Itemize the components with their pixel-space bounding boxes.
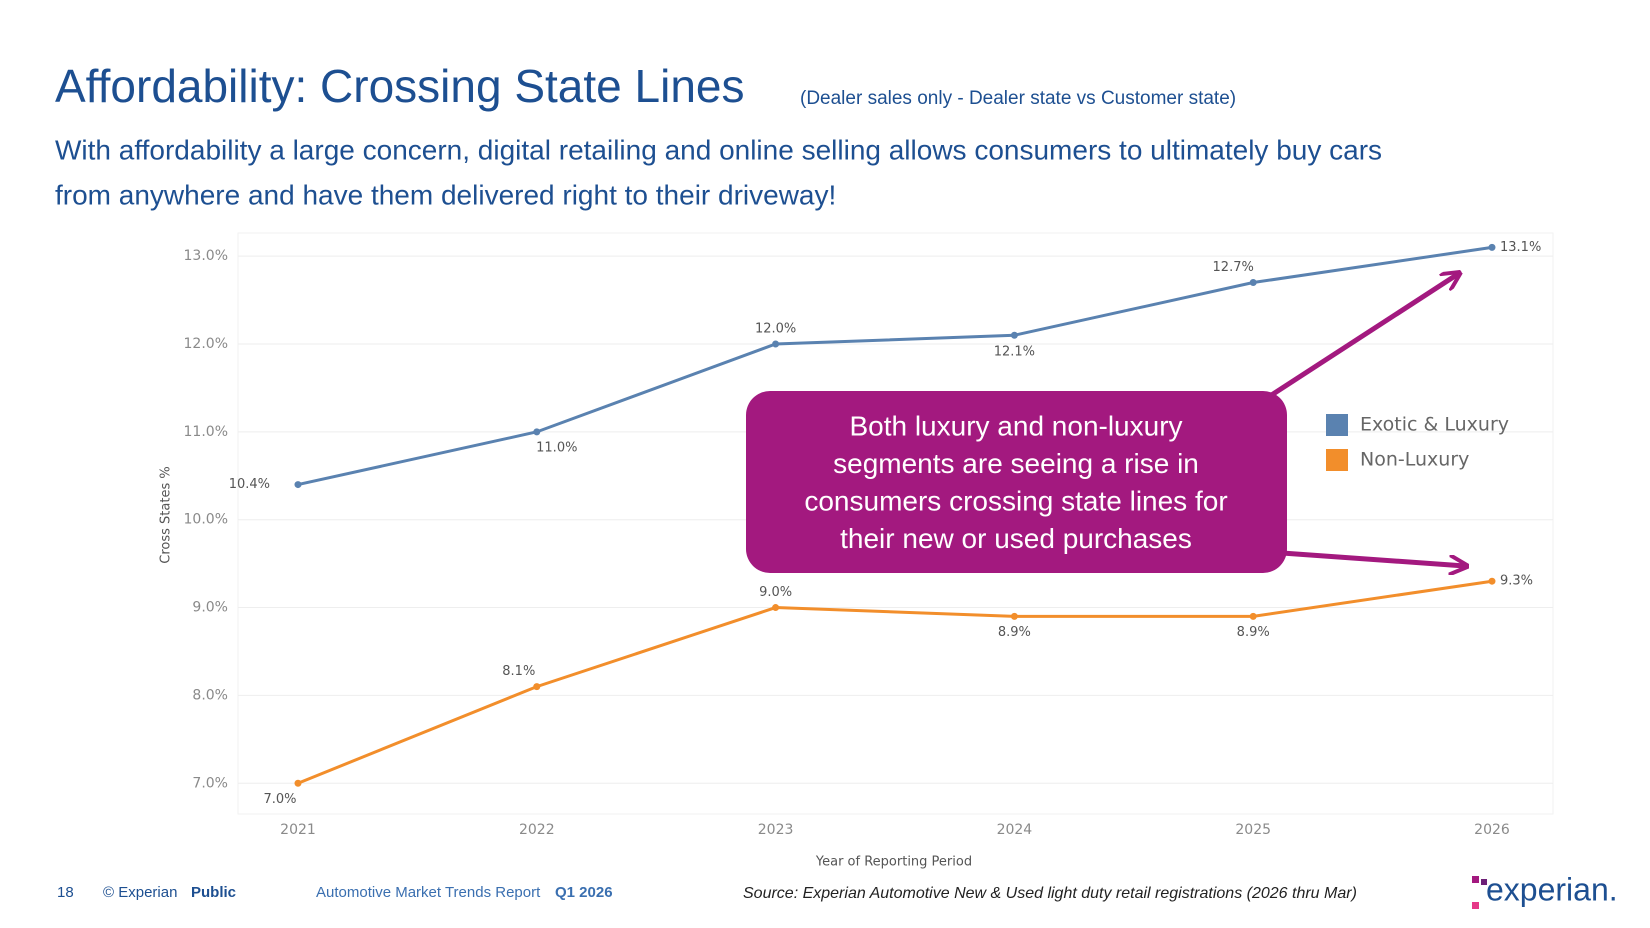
legend-swatch (1326, 449, 1348, 471)
data-point (1249, 279, 1257, 287)
data-label: 11.0% (536, 440, 577, 455)
legend-swatch (1326, 414, 1348, 436)
description: from anywhere and have them delivered ri… (55, 179, 836, 210)
y-tick-label: 12.0% (184, 336, 228, 352)
classification: Public (191, 884, 236, 901)
x-tick-label: 2023 (758, 822, 794, 838)
data-label: 9.0% (759, 585, 792, 600)
y-tick-label: 9.0% (192, 600, 228, 616)
page-number: 18 (57, 884, 74, 901)
data-point (1249, 612, 1257, 620)
callout-arrow (1268, 274, 1458, 399)
y-tick-label: 10.0% (184, 512, 228, 528)
series-line (297, 245, 1493, 487)
logo-dot (1481, 879, 1487, 885)
data-point (533, 428, 541, 436)
report-period: Q1 2026 (555, 884, 613, 901)
logo-dot (1472, 902, 1479, 909)
copyright: © Experian (103, 884, 177, 901)
data-point (533, 683, 541, 691)
x-tick-label: 2026 (1474, 822, 1510, 838)
data-label: 7.0% (263, 792, 296, 807)
x-tick-label: 2022 (519, 822, 555, 838)
y-axis-label: Cross States % (159, 466, 174, 563)
data-label: 12.0% (755, 322, 796, 337)
data-label: 10.4% (229, 477, 270, 492)
data-point (1010, 331, 1018, 339)
callout-text: segments are seeing a rise in (833, 448, 1199, 479)
data-point (294, 779, 302, 787)
x-axis-label: Year of Reporting Period (815, 855, 972, 870)
data-point (772, 340, 780, 348)
series-line (297, 579, 1493, 785)
data-label: 9.3% (1500, 574, 1533, 589)
data-label: 8.9% (998, 625, 1031, 640)
data-label: 8.9% (1237, 625, 1270, 640)
y-tick-label: 13.0% (184, 248, 228, 264)
callout-text: Both luxury and non-luxury (849, 410, 1182, 441)
legend-label: Exotic & Luxury (1360, 414, 1509, 436)
y-tick-label: 7.0% (192, 775, 228, 791)
description: With affordability a large concern, digi… (55, 134, 1382, 165)
data-point (1488, 243, 1496, 251)
data-label: 12.7% (1213, 260, 1254, 275)
y-tick-label: 8.0% (192, 687, 228, 703)
source: Source: Experian Automotive New & Used l… (743, 885, 1357, 902)
title: Affordability: Crossing State Lines (55, 60, 745, 112)
legend-label: Non-Luxury (1360, 449, 1469, 471)
data-point (772, 604, 780, 612)
logo: experian. (1486, 871, 1618, 907)
logo-dot (1472, 876, 1479, 883)
callout-text: their new or used purchases (840, 523, 1192, 554)
data-point (1010, 612, 1018, 620)
subtitle: (Dealer sales only - Dealer state vs Cus… (800, 88, 1236, 109)
y-tick-label: 11.0% (184, 424, 228, 440)
data-label: 13.1% (1500, 240, 1541, 255)
data-label: 12.1% (994, 345, 1035, 360)
callout-box (746, 391, 1287, 573)
callout-arrow (1281, 550, 1465, 566)
x-tick-label: 2025 (1235, 822, 1271, 838)
data-label: 8.1% (502, 664, 535, 679)
data-point (294, 481, 302, 489)
x-tick-label: 2021 (280, 822, 316, 838)
report-name: Automotive Market Trends Report (316, 884, 541, 901)
callout-text: consumers crossing state lines for (804, 485, 1227, 516)
x-tick-label: 2024 (997, 822, 1033, 838)
data-point (1488, 577, 1496, 585)
